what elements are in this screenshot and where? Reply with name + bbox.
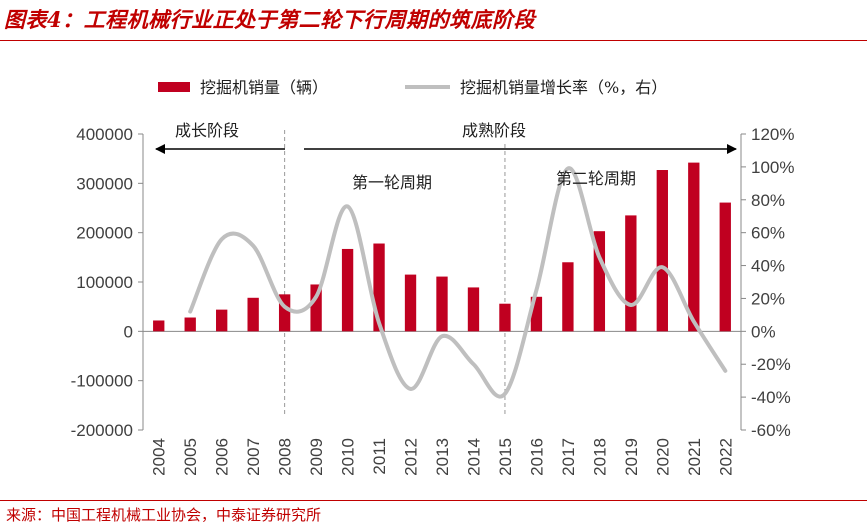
x-tick-label-2022: 2022 — [716, 438, 735, 476]
mature-phase-label: 成熟阶段 — [462, 121, 526, 140]
bar-2020 — [656, 170, 668, 332]
bar-2016 — [530, 296, 543, 332]
right-tick-label: 60% — [751, 224, 785, 243]
legend-line-label: 挖掘机销量增长率（%，右） — [460, 78, 667, 97]
bar-2015 — [499, 303, 511, 332]
figure-title: 图表4：工程机械行业正处于第二轮下行周期的筑底阶段 — [4, 7, 536, 32]
x-tick-label-2004: 2004 — [150, 438, 169, 476]
x-tick-label-2007: 2007 — [244, 438, 263, 476]
first-cycle-label: 第一轮周期 — [352, 173, 432, 192]
bar-2022 — [719, 202, 731, 332]
bar-2018 — [593, 231, 606, 332]
bar-2013 — [436, 276, 448, 332]
x-tick-label-2011: 2011 — [370, 438, 389, 475]
x-tick-label-2018: 2018 — [590, 438, 609, 476]
left-tick-label: 400000 — [76, 125, 133, 144]
x-tick-label-2013: 2013 — [433, 438, 452, 476]
x-tick-label-2019: 2019 — [622, 438, 641, 476]
right-tick-label: 20% — [751, 289, 785, 308]
right-tick-label: 100% — [751, 158, 794, 177]
left-tick-label: 100000 — [76, 273, 133, 292]
x-tick-label-2012: 2012 — [402, 438, 421, 476]
left-tick-label: -200000 — [71, 421, 133, 440]
plot-area: -200000 -100000 0 100000 200000 300000 400000 -… — [71, 125, 795, 476]
bar-2007 — [247, 297, 259, 332]
x-tick-label-2020: 2020 — [653, 438, 672, 476]
source-note: 来源：中国工程机械工业协会，中泰证券研究所 — [6, 506, 322, 524]
legend-bar-swatch — [158, 82, 190, 92]
x-tick-label-2021: 2021 — [685, 438, 704, 476]
x-tick-label-2015: 2015 — [496, 438, 515, 476]
growth-phase-label: 成长阶段 — [175, 121, 239, 140]
left-tick-label: 0 — [124, 322, 133, 341]
bar-2009 — [310, 284, 322, 332]
bar-2005 — [184, 317, 196, 332]
right-tick-label: 0% — [751, 322, 776, 341]
right-tick-label: 40% — [751, 257, 785, 276]
right-tick-label: -40% — [751, 388, 791, 407]
x-tick-label-2014: 2014 — [464, 438, 483, 476]
left-tick-label: 200000 — [76, 224, 133, 243]
x-tick-label-2009: 2009 — [307, 438, 326, 476]
right-tick-label: 120% — [751, 125, 794, 144]
bar-2011 — [373, 243, 385, 332]
right-tick-label: 80% — [751, 191, 785, 210]
legend-bar-label: 挖掘机销量（辆） — [200, 78, 328, 97]
left-tick-label: -100000 — [71, 372, 133, 391]
right-tick-label: -20% — [751, 355, 791, 374]
source-rule — [0, 500, 867, 501]
right-tick-label: -60% — [751, 421, 791, 440]
x-tick-label-2010: 2010 — [339, 438, 358, 476]
bar-2021 — [688, 162, 700, 332]
left-tick-label: 300000 — [76, 174, 133, 193]
x-tick-label-2006: 2006 — [213, 438, 232, 476]
bar-2006 — [216, 309, 228, 332]
bar-2012 — [404, 274, 417, 332]
second-cycle-label: 第二轮周期 — [556, 169, 636, 188]
bar-2004 — [153, 320, 165, 332]
x-tick-label-2008: 2008 — [276, 438, 295, 476]
bar-2014 — [467, 287, 480, 332]
growth-rate-line — [188, 166, 728, 399]
x-tick-label-2017: 2017 — [559, 438, 578, 476]
bar-2017 — [562, 262, 574, 332]
x-tick-label-2005: 2005 — [181, 438, 200, 476]
bar-2010 — [341, 248, 354, 332]
title-rule — [0, 40, 867, 41]
x-tick-label-2016: 2016 — [527, 438, 546, 476]
bar-2019 — [625, 215, 637, 332]
bar-2008 — [278, 294, 291, 332]
